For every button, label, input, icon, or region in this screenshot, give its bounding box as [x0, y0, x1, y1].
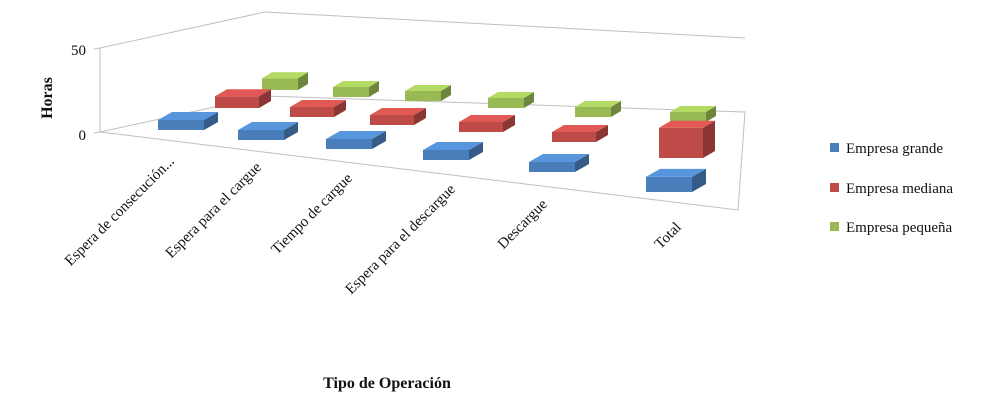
y-axis-title: Horas	[39, 77, 56, 119]
bar	[262, 72, 308, 90]
bar-front	[370, 115, 414, 125]
bar-top	[659, 120, 715, 128]
bar-top	[459, 115, 515, 122]
bar-side	[372, 131, 386, 149]
legend-label-grande: Empresa grande	[846, 141, 943, 157]
legend-swatch-grande	[830, 143, 839, 152]
x-axis-title: Tipo de Operación	[323, 375, 451, 392]
bar-side	[596, 125, 608, 142]
chart-back-wall	[99, 11, 746, 49]
bar-top	[488, 92, 534, 98]
legend-label-pequena: Empresa pequeña	[846, 220, 953, 236]
bar-top	[670, 106, 716, 112]
bar-side	[706, 106, 716, 122]
bar-side	[469, 142, 483, 160]
bar	[552, 125, 608, 142]
bar	[423, 142, 483, 160]
y-tick-label-0: 0	[79, 128, 87, 144]
bar	[459, 115, 515, 132]
bar-front	[290, 107, 334, 117]
bar-side	[259, 89, 271, 108]
bar-side	[284, 122, 298, 140]
bar-front	[575, 107, 611, 117]
category-label: Total	[652, 220, 685, 253]
bar-front	[333, 87, 369, 97]
bar	[488, 92, 534, 108]
bar	[659, 120, 715, 158]
bar-front	[215, 96, 259, 108]
bar-top	[423, 142, 483, 150]
bar-side	[441, 85, 451, 101]
legend-swatch-mediana	[830, 183, 839, 192]
bar-top	[290, 100, 346, 107]
bar-side	[334, 100, 346, 117]
bar-top	[405, 85, 451, 91]
bar-side	[524, 92, 534, 108]
category-label: Espera para el cargue	[163, 159, 265, 261]
bar-front	[405, 91, 441, 101]
category-label: Descargue	[495, 196, 551, 252]
bar	[290, 100, 346, 117]
legend-swatch-pequena	[830, 222, 839, 231]
category-label: Espera para el descargue	[343, 181, 459, 297]
bar-top	[238, 122, 298, 130]
bar-top	[333, 81, 379, 87]
bar-front	[326, 139, 372, 149]
bar-side	[692, 168, 706, 192]
bar-top	[646, 168, 706, 177]
bar-top	[529, 154, 589, 162]
tick-mark-0	[93, 131, 101, 134]
bar-front	[488, 98, 524, 108]
bar-side	[369, 81, 379, 97]
bar	[575, 101, 621, 117]
bar-side	[414, 108, 426, 125]
bar-front	[262, 78, 298, 90]
bar	[215, 89, 271, 108]
bar-top	[575, 101, 621, 107]
bar-front	[158, 120, 204, 130]
chart-floor	[99, 95, 746, 211]
category-label: Tiempo de cargue	[269, 170, 357, 258]
bar-side	[204, 112, 218, 130]
bar-side	[575, 154, 589, 172]
bar	[333, 81, 379, 97]
bar	[370, 108, 426, 125]
bar-top	[262, 72, 308, 79]
legend: Empresa grande Empresa mediana Empresa p…	[830, 141, 953, 236]
bar-top	[326, 131, 386, 139]
bar-front	[423, 150, 469, 160]
tick-mark-50	[93, 47, 101, 50]
bar-front	[529, 162, 575, 172]
bar-front	[646, 176, 692, 192]
legend-label-mediana: Empresa mediana	[846, 181, 953, 197]
bar-top	[215, 89, 271, 97]
bar-side	[611, 101, 621, 117]
bar-front	[659, 127, 703, 158]
bar-front	[670, 112, 706, 122]
bar	[646, 168, 706, 192]
bar	[670, 106, 716, 122]
bar-front	[459, 122, 503, 132]
bar	[158, 112, 218, 130]
bar	[529, 154, 589, 172]
bar-front	[238, 130, 284, 140]
bar	[405, 85, 451, 101]
bar-top	[158, 112, 218, 120]
category-label: Espera de consecución...	[62, 154, 178, 270]
bar-side	[298, 72, 308, 90]
y-tick-label-50: 50	[71, 43, 86, 59]
bar	[238, 122, 298, 140]
bar-side	[503, 115, 515, 132]
bar-top	[552, 125, 608, 132]
bar-side	[703, 120, 715, 158]
bar-front	[552, 132, 596, 142]
bars-group	[158, 72, 716, 192]
bar	[326, 131, 386, 149]
bar-top	[370, 108, 426, 115]
